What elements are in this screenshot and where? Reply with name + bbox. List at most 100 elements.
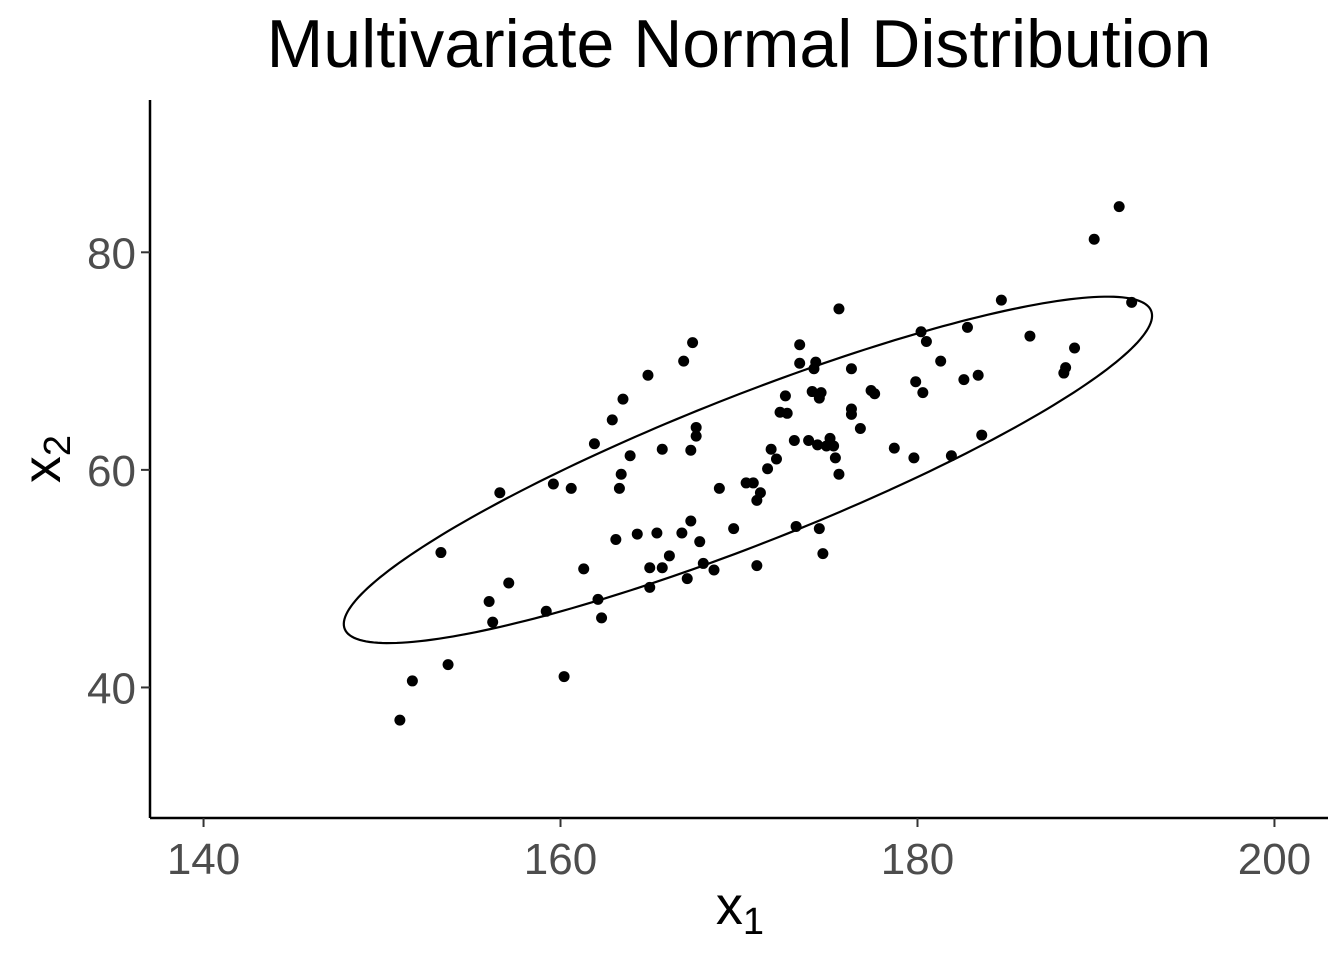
data-point — [888, 442, 900, 454]
data-point — [781, 407, 793, 419]
x-tick-label: 160 — [524, 835, 597, 884]
x-tick-label: 140 — [167, 835, 240, 884]
data-point — [606, 414, 618, 426]
data-point — [815, 387, 827, 399]
data-point — [708, 564, 720, 576]
data-point — [945, 450, 957, 462]
data-point — [624, 450, 636, 462]
data-point — [869, 388, 881, 400]
data-point — [483, 596, 495, 608]
data-point — [751, 560, 763, 572]
data-point — [770, 453, 782, 465]
data-point — [915, 326, 927, 338]
data-point — [794, 339, 806, 351]
data-point — [651, 527, 663, 539]
data-point — [790, 520, 802, 532]
data-point — [663, 550, 675, 562]
data-point — [794, 357, 806, 369]
data-point — [617, 393, 629, 405]
data-point — [728, 523, 740, 535]
x-axis-title-base: x — [716, 876, 743, 936]
x-tick-label: 180 — [881, 835, 954, 884]
data-point — [908, 452, 920, 464]
data-point — [833, 468, 845, 480]
data-point — [935, 355, 947, 367]
data-point — [1088, 233, 1100, 245]
data-point — [854, 423, 866, 435]
data-point — [685, 515, 697, 527]
data-point — [765, 443, 777, 455]
data-point — [713, 482, 725, 494]
data-point — [613, 482, 625, 494]
y-axis-title-base: x — [12, 456, 72, 483]
data-point — [845, 363, 857, 375]
confidence-ellipse — [342, 295, 1154, 645]
x-tick-label: 200 — [1238, 835, 1311, 884]
data-point — [676, 527, 688, 539]
data-point — [656, 562, 668, 574]
data-point — [803, 435, 815, 447]
chart-title: Multivariate Normal Distribution — [266, 6, 1212, 82]
data-point — [817, 548, 829, 560]
data-point — [917, 387, 929, 399]
x-axis-title: x1 — [716, 876, 764, 943]
data-point — [558, 671, 570, 683]
data-point — [678, 355, 690, 367]
data-point — [644, 562, 656, 574]
data-point — [762, 463, 774, 475]
data-point — [685, 444, 697, 456]
y-axis-title: x2 — [12, 435, 79, 483]
data-point — [810, 356, 822, 368]
data-point — [442, 659, 454, 671]
data-point — [644, 581, 656, 593]
data-point — [631, 528, 643, 540]
y-tick-label: 80 — [87, 229, 136, 278]
data-point — [592, 593, 604, 605]
y-tick-label: 40 — [87, 664, 136, 713]
data-point — [690, 421, 702, 433]
data-point — [779, 390, 791, 402]
data-point — [540, 605, 552, 617]
data-point — [494, 487, 506, 499]
data-point — [687, 337, 699, 349]
data-point — [1024, 330, 1036, 342]
data-point — [845, 403, 857, 415]
data-point — [995, 294, 1007, 306]
data-point — [690, 430, 702, 442]
data-point — [920, 336, 932, 348]
data-point — [754, 487, 766, 499]
data-point — [976, 429, 988, 441]
data-point — [547, 478, 559, 490]
data-point — [588, 438, 600, 450]
data-point — [1069, 342, 1081, 354]
data-point — [615, 468, 627, 480]
data-point — [747, 477, 759, 489]
data-point — [813, 523, 825, 535]
y-tick-label: 60 — [87, 447, 136, 496]
data-point — [1060, 362, 1072, 374]
data-point — [642, 369, 654, 381]
data-point — [610, 534, 622, 546]
data-point — [788, 435, 800, 447]
data-point — [833, 303, 845, 315]
data-point — [958, 374, 970, 386]
data-point — [487, 616, 499, 628]
data-point — [829, 452, 841, 464]
data-point — [578, 563, 590, 575]
data-point — [961, 321, 973, 333]
data-point — [910, 376, 922, 388]
data-point — [694, 536, 706, 548]
data-point — [565, 482, 577, 494]
data-point — [406, 675, 418, 687]
data-point — [394, 714, 406, 726]
data-point — [435, 547, 447, 559]
data-point — [697, 557, 709, 569]
data-point — [812, 439, 824, 451]
y-axis-title-sub: 2 — [37, 435, 79, 456]
data-point — [828, 440, 840, 452]
x-axis-title-sub: 1 — [743, 901, 764, 943]
data-point — [806, 386, 818, 398]
data-point — [1126, 296, 1138, 308]
data-point — [503, 577, 515, 589]
